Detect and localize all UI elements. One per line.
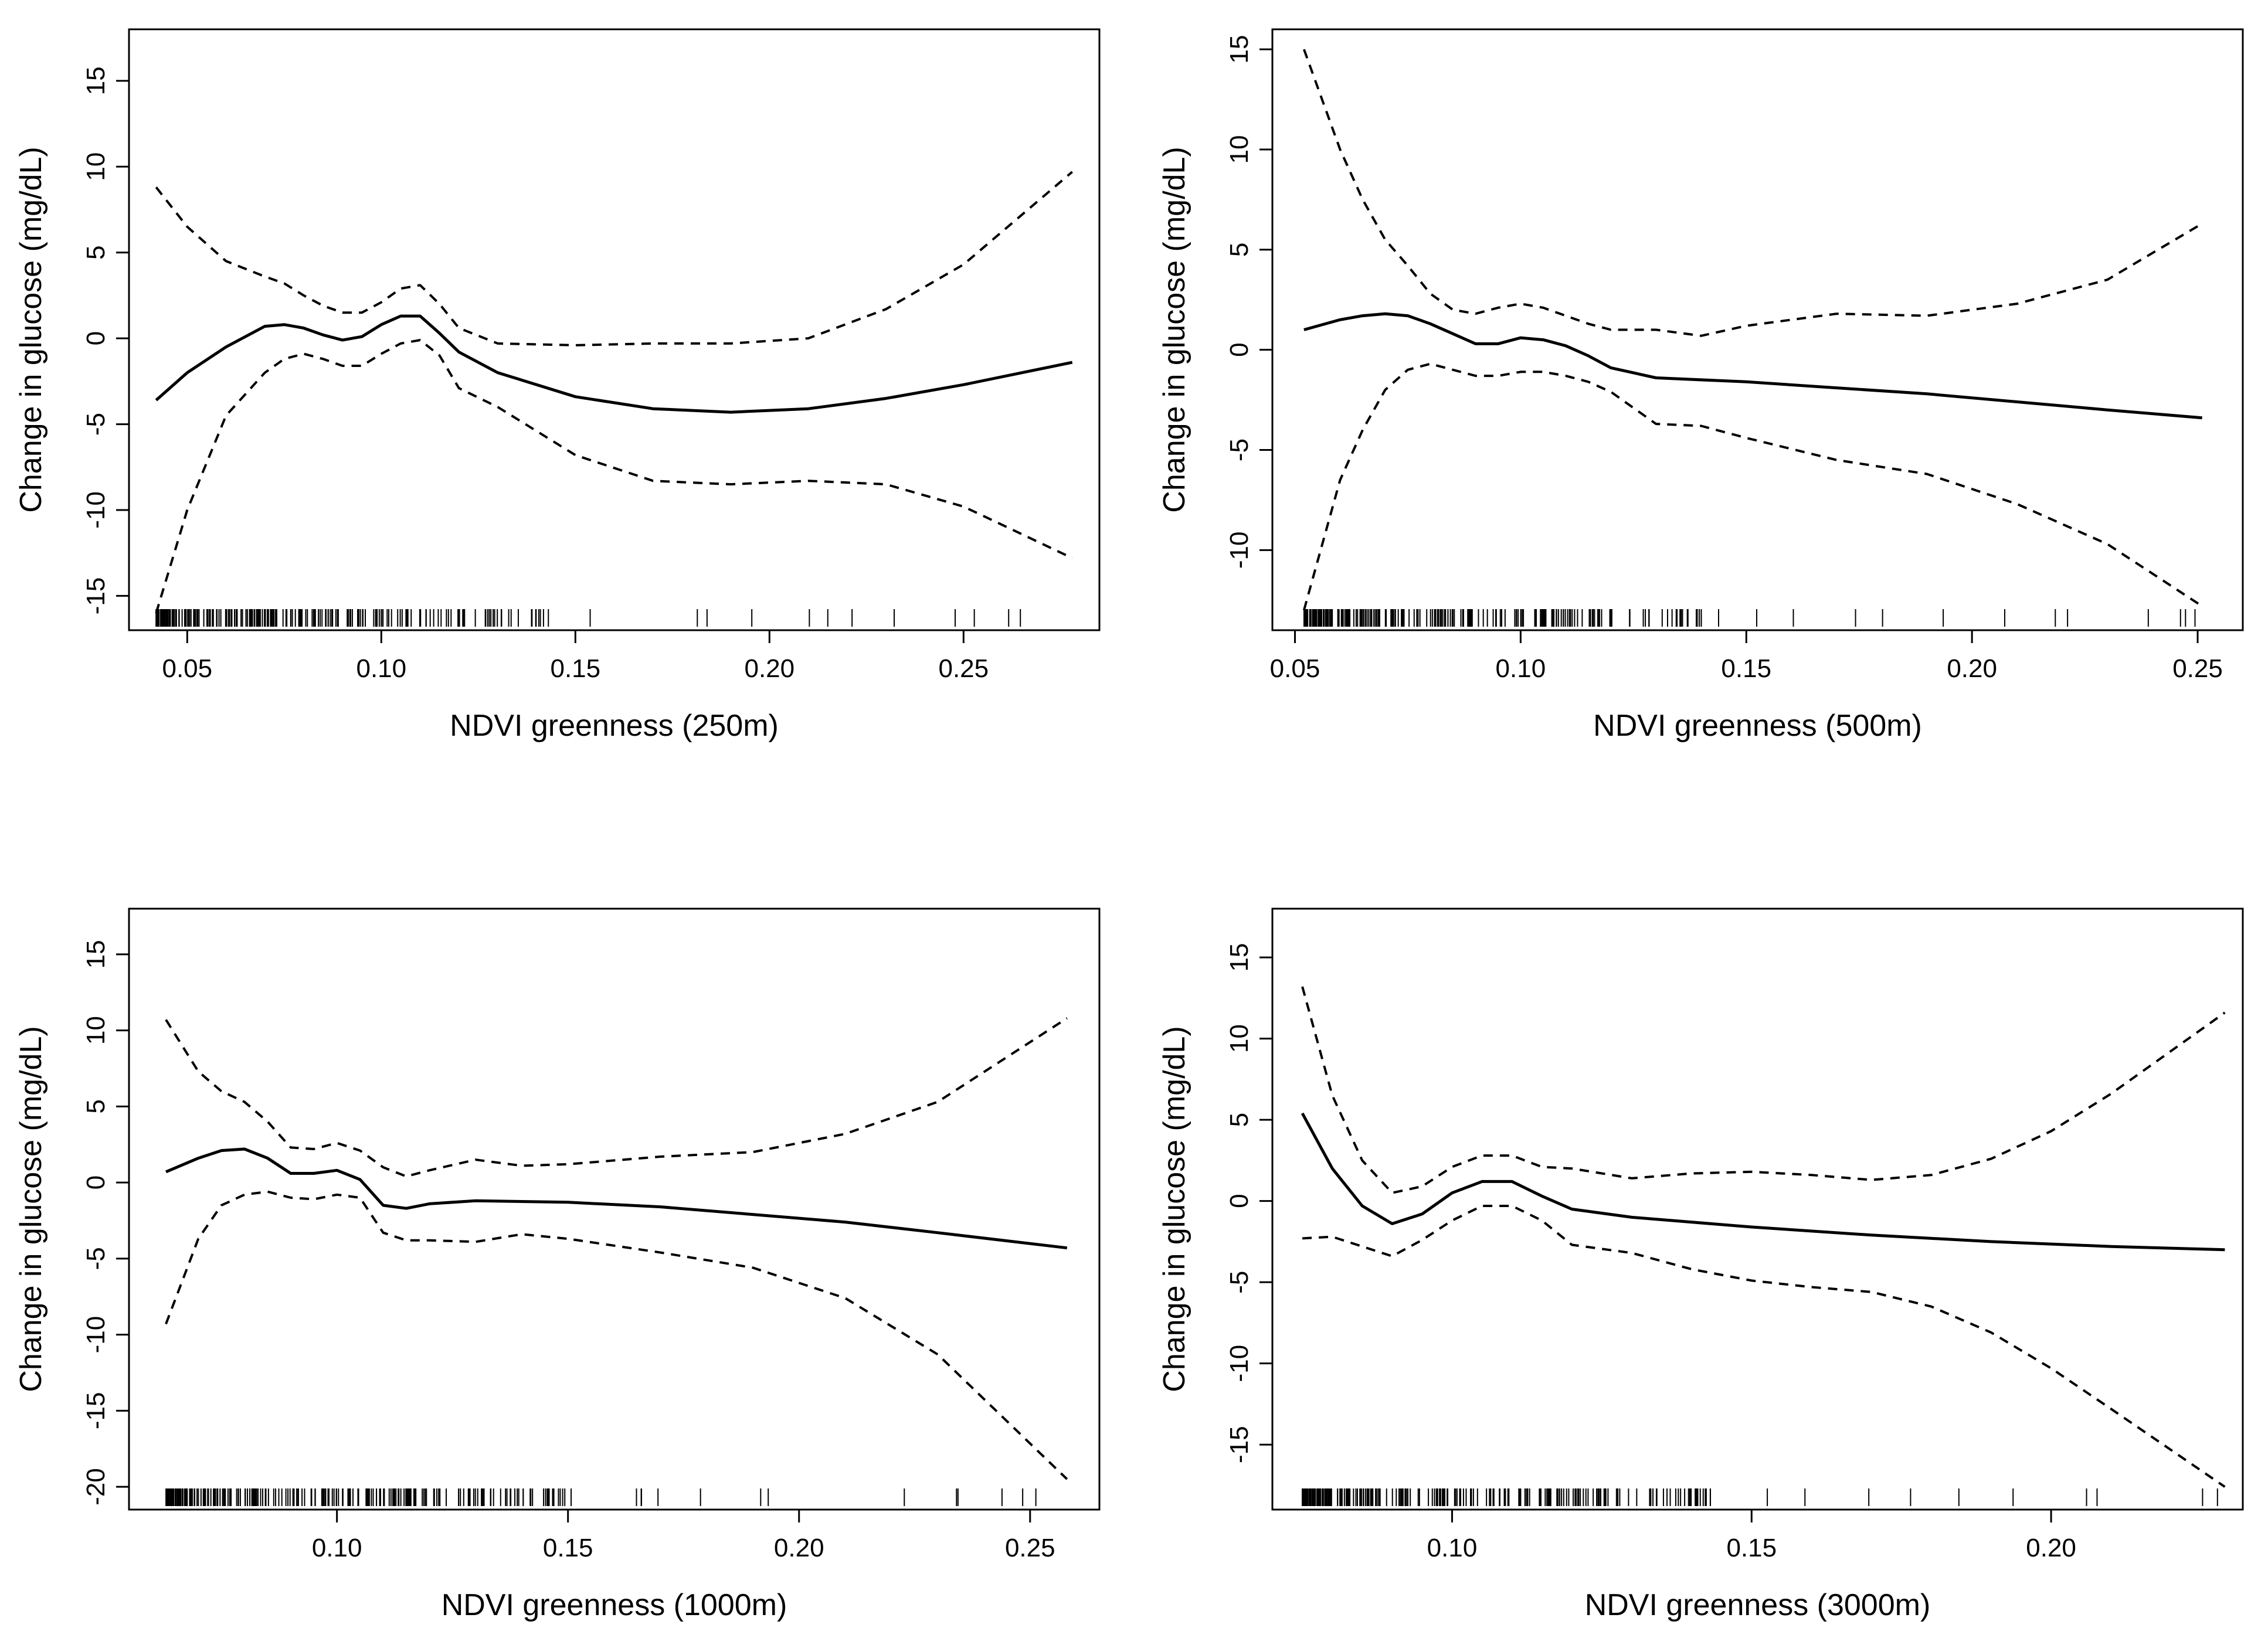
panel-3: 0.10 0.15 0.20 0.25 -20 -15 -10 -5 0 5 10 15 NDVI gr… (14, 908, 1101, 1622)
y-tick-label: -10 (1225, 1345, 1254, 1382)
y-tick-label: -5 (1225, 439, 1254, 461)
y-tick-label: 15 (1225, 943, 1254, 972)
plot-frame (1271, 28, 2244, 631)
x-tick-label: 0.10 (1427, 1534, 1478, 1562)
estimate-line (155, 314, 1073, 414)
confidence-band-line (1303, 49, 2203, 337)
x-axis-label: NDVI greenness (500m) (1593, 709, 1922, 743)
y-tick-label: 15 (82, 940, 110, 968)
confidence-band-line (165, 1017, 1068, 1178)
y-tick-label: -5 (1225, 1271, 1254, 1294)
y-tick-label: 0 (82, 1175, 110, 1189)
y-axis-label: Change in glucose (mg/dL) (1157, 147, 1191, 512)
y-tick-label: -5 (82, 1247, 110, 1270)
panel-1: 0.05 0.10 0.15 0.20 0.25 -15 -10 -5 0 5 10 15 NDVI g… (14, 28, 1101, 743)
rug-marks (165, 1488, 1037, 1506)
y-tick-label: -10 (82, 1316, 110, 1354)
y-axis-label: Change in glucose (mg/dL) (1157, 1026, 1191, 1392)
y-tick-label: 5 (82, 245, 110, 259)
x-tick-label: 0.15 (1721, 654, 1771, 683)
x-tick-label: 0.10 (312, 1534, 362, 1562)
y-tick-label: 0 (82, 331, 110, 345)
y-tick-label: 0 (1225, 342, 1254, 356)
y-tick-label: -5 (82, 413, 110, 436)
y-tick-label: 5 (1225, 243, 1254, 257)
estimate-line (1303, 312, 2202, 420)
x-tick-label: 0.15 (1726, 1534, 1777, 1562)
x-tick-label: 0.20 (744, 654, 795, 683)
confidence-band-line (1302, 362, 2203, 611)
y-tick-label: -15 (82, 577, 110, 615)
y-tick-label: 15 (82, 66, 110, 95)
estimate-line (1301, 1112, 2225, 1252)
rug-marks (155, 609, 1021, 627)
plot-frame (128, 908, 1101, 1511)
x-tick-label: 0.20 (2026, 1534, 2076, 1562)
x-tick-label: 0.05 (162, 654, 212, 683)
confidence-band-line (155, 339, 1073, 614)
y-tick-label: -10 (82, 491, 110, 529)
x-tick-label: 0.25 (938, 654, 989, 683)
rug-marks (1303, 609, 2196, 627)
confidence-band-line (1301, 986, 2226, 1194)
y-tick-label: 15 (1225, 35, 1254, 64)
plot-frame (128, 28, 1101, 631)
plot-frame (1271, 908, 2244, 1511)
y-axis-label: Change in glucose (mg/dL) (14, 147, 48, 512)
y-tick-label: -15 (82, 1392, 110, 1430)
y-tick-label: 10 (82, 152, 110, 181)
x-tick-label: 0.15 (543, 1534, 593, 1562)
x-tick-label: 0.10 (1496, 654, 1546, 683)
x-tick-label: 0.25 (2172, 654, 2223, 683)
x-tick-label: 0.10 (356, 654, 406, 683)
confidence-band-line (165, 1190, 1068, 1480)
y-tick-label: 10 (1225, 135, 1254, 164)
x-tick-label: 0.20 (1947, 654, 1997, 683)
y-tick-label: 10 (82, 1016, 110, 1045)
confidence-band-line (1302, 1205, 2226, 1488)
estimate-line (165, 1147, 1068, 1250)
rug-marks (1302, 1488, 2218, 1506)
y-axis-label: Change in glucose (mg/dL) (14, 1026, 48, 1392)
x-axis-label: NDVI greenness (1000m) (442, 1588, 787, 1622)
confidence-band-line (155, 171, 1073, 346)
x-axis-label: NDVI greenness (3000m) (1585, 1588, 1931, 1622)
x-tick-label: 0.20 (774, 1534, 824, 1562)
y-tick-label: -15 (1225, 1426, 1254, 1463)
panel-2: 0.05 0.10 0.15 0.20 0.25 -10 -5 0 5 10 15 NDVI gree… (1157, 28, 2244, 743)
x-axis-label: NDVI greenness (250m) (450, 709, 779, 743)
x-tick-label: 0.05 (1270, 654, 1320, 683)
x-tick-label: 0.15 (550, 654, 600, 683)
y-tick-label: 5 (82, 1099, 110, 1113)
y-tick-label: 5 (1225, 1113, 1254, 1127)
y-tick-label: 0 (1225, 1194, 1254, 1208)
y-tick-label: 10 (1225, 1024, 1254, 1053)
x-tick-label: 0.25 (1005, 1534, 1055, 1562)
y-tick-label: -10 (1225, 532, 1254, 569)
y-tick-label: -20 (82, 1468, 110, 1505)
panel-4: 0.10 0.15 0.20 -15 -10 -5 0 5 10 15 NDVI greenness… (1157, 908, 2244, 1622)
